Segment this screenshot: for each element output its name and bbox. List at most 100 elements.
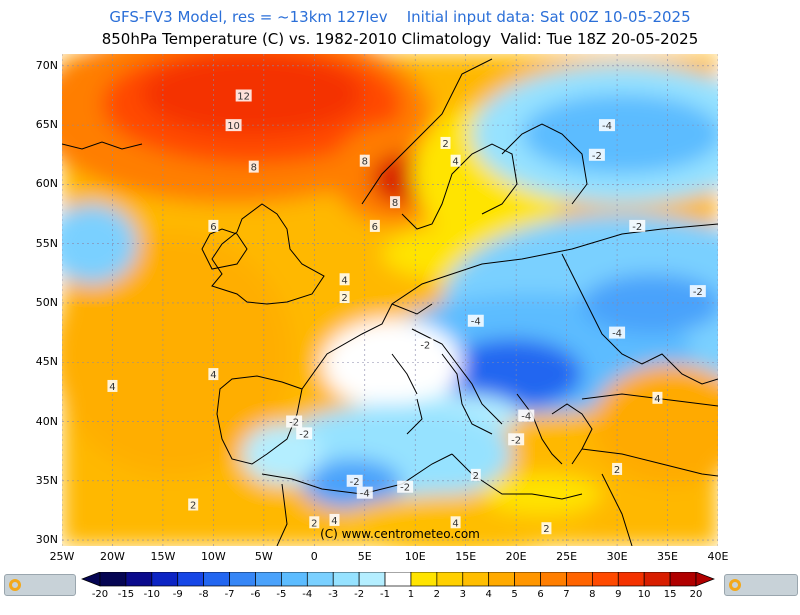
contour-label: 8 — [392, 198, 398, 209]
colorbar-tick-label: -1 — [380, 589, 391, 600]
contour-label-bg — [470, 468, 481, 481]
contour-label: 6 — [372, 222, 378, 233]
contour-label-bg — [588, 148, 605, 161]
colorbar-swatch — [410, 572, 438, 587]
contour-label: -2 — [632, 222, 642, 233]
colorbar-swatch — [540, 572, 567, 587]
colorbar-swatch — [306, 572, 334, 587]
map-title: GFS-FV3 Model, res = ~13km 127lev Initia… — [109, 8, 691, 26]
contour-label: 4 — [341, 275, 347, 286]
colorbar — [0, 572, 800, 600]
contour-label: 8 — [362, 157, 368, 168]
contour-label: 10 — [227, 121, 240, 132]
colorbar-tick-label: -6 — [250, 589, 261, 600]
colorbar-tick-label: -15 — [117, 589, 135, 600]
colorbar-swatch — [436, 572, 464, 587]
contour-label-bg — [652, 391, 663, 404]
lat-label: 70N — [35, 58, 58, 72]
colorbar-tick-label: -8 — [198, 589, 209, 600]
contour-label: -2 — [693, 287, 703, 298]
colorbar-tick-label: -10 — [143, 589, 160, 600]
contour-label: -2 — [289, 418, 299, 429]
colorbar-swatch — [669, 572, 697, 587]
contour-label: 4 — [452, 518, 458, 529]
contour-label: -4 — [602, 121, 612, 132]
lon-label: 20E — [505, 550, 527, 563]
lat-label: 65N — [35, 118, 58, 132]
lat-label: 30N — [35, 533, 58, 547]
colorbar-swatch — [255, 572, 282, 587]
lon-label: 10E — [404, 550, 426, 563]
contour-label-bg — [329, 513, 340, 526]
lat-label: 55N — [35, 236, 58, 250]
colorbar-left-arrow — [81, 572, 101, 587]
colorbar-swatch — [332, 572, 360, 587]
colorbar-tick-label: 1 — [407, 589, 415, 600]
contour-label: -2 — [511, 435, 521, 446]
lon-label: 20W — [100, 550, 125, 563]
colorbar-swatch — [229, 572, 256, 587]
colorbar-swatch — [99, 572, 127, 587]
colorbar-tick-label: 2 — [433, 589, 441, 600]
contour-label: 2 — [341, 293, 347, 304]
lon-label: 40E — [707, 550, 729, 563]
contour-label-bg — [518, 409, 535, 422]
colorbar-tick-label: -7 — [224, 589, 235, 600]
colorbar-tick-label: -5 — [276, 589, 287, 600]
colorbar-tick-label: 7 — [563, 589, 570, 600]
colorbar-tick-label: 5 — [511, 589, 518, 600]
colorbar-tick-label: 9 — [615, 589, 622, 600]
lon-label: 15W — [150, 550, 176, 563]
contour-label: 12 — [237, 91, 250, 102]
contour-label: -2 — [592, 151, 602, 162]
contour-label-bg — [339, 291, 350, 304]
colorbar-tick-label: 15 — [663, 589, 677, 600]
contour-label: 2 — [442, 139, 448, 150]
colorbar-tick-label: -3 — [328, 589, 339, 600]
colorbar-tick-label: 3 — [459, 589, 466, 600]
colorbar-swatch — [591, 572, 619, 587]
contour-label-bg — [107, 379, 118, 392]
contour-label: -4 — [521, 412, 531, 423]
lat-label: 40N — [35, 414, 58, 428]
colorbar-swatch — [177, 572, 205, 587]
contour-label-bg — [248, 160, 259, 173]
contour-label-bg — [208, 219, 219, 232]
contour-label: -4 — [360, 489, 370, 500]
contour-label-bg — [390, 196, 401, 209]
contour-label-bg — [440, 136, 451, 149]
colorbar-tick-label: 10 — [637, 589, 651, 600]
colorbar-swatch — [643, 572, 671, 587]
colorbar-swatch — [566, 572, 593, 587]
contour-label: 4 — [109, 382, 115, 393]
contour-label: -4 — [612, 329, 622, 340]
contour-label-bg — [286, 415, 303, 428]
contour-label-bg — [450, 516, 461, 529]
contour-label-bg — [450, 154, 461, 167]
copyright-text: (C) www.centrometeo.com — [320, 527, 480, 541]
contour-label: 4 — [210, 370, 216, 381]
contour-label-bg — [188, 498, 199, 511]
lon-label: 30E — [606, 550, 628, 563]
colorbar-swatch — [384, 572, 412, 587]
contour-label: 4 — [654, 394, 660, 405]
lon-label: 5E — [357, 550, 372, 563]
contour-label-bg — [508, 433, 525, 446]
colorbar-tick-label: -20 — [91, 589, 109, 600]
contour-label: 2 — [311, 518, 317, 529]
contour-label: -2 — [350, 477, 360, 488]
lat-label: 35N — [35, 473, 58, 487]
contour-label: -2 — [299, 429, 309, 440]
colorbar-swatch — [488, 572, 515, 587]
contour-label: 4 — [331, 516, 337, 527]
contour-label-bg — [397, 480, 414, 493]
logo-ring-icon — [729, 579, 741, 591]
colorbar-tick-label: 6 — [537, 589, 544, 600]
colorbar-swatch — [617, 572, 645, 587]
lon-label: 25W — [49, 550, 75, 563]
map-subtitle: 850hPa Temperature (C) vs. 1982-2010 Cli… — [101, 30, 699, 48]
contour-label-bg — [609, 326, 626, 339]
contour-label: 4 — [452, 157, 458, 168]
contour-label: 2 — [190, 501, 196, 512]
colorbar-tick-label: -4 — [302, 589, 313, 600]
